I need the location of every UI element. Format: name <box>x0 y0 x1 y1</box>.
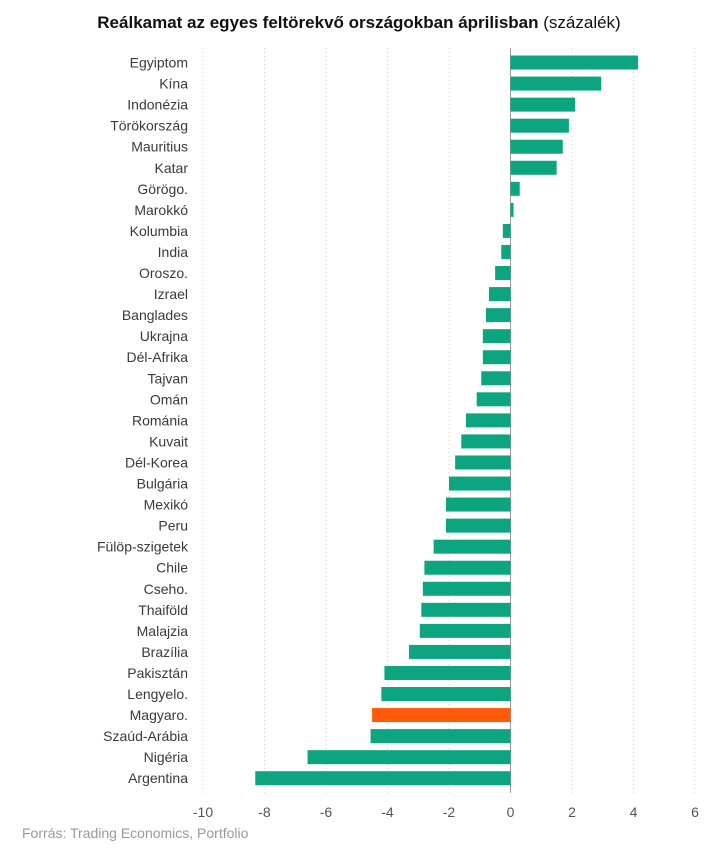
category-label: Szaúd-Arábia <box>103 728 188 744</box>
bar <box>424 560 511 575</box>
bar <box>488 287 511 302</box>
chart-title: Reálkamat az egyes feltörekvő országokba… <box>0 13 718 33</box>
category-label: Tajvan <box>148 370 188 386</box>
source-note: Forrás: Trading Economics, Portfolio <box>22 825 249 841</box>
category-label: Cseho. <box>144 581 188 597</box>
category-label: India <box>158 244 189 260</box>
bar <box>449 476 511 491</box>
bar <box>422 581 511 596</box>
bar <box>510 202 514 217</box>
category-label: Bulgária <box>137 476 189 492</box>
category-label: Brazília <box>141 644 188 660</box>
x-tick-label: 2 <box>568 804 576 820</box>
bar <box>476 392 511 407</box>
x-tick-label: 0 <box>507 804 515 820</box>
category-label: Fülöp-szigetek <box>97 539 189 555</box>
bar <box>461 434 511 449</box>
category-label: Banglades <box>122 307 188 323</box>
category-label: Mauritius <box>131 139 188 155</box>
bar <box>445 497 511 512</box>
bar <box>445 518 511 533</box>
x-tick-label: -6 <box>320 804 333 820</box>
grid-layer <box>202 48 696 793</box>
bar <box>384 665 511 680</box>
category-label: Egyiptom <box>130 55 188 71</box>
x-tick-label: -10 <box>193 804 213 820</box>
category-label: Görögo. <box>137 181 188 197</box>
category-label: Mexikó <box>144 497 189 513</box>
bar-layer <box>255 55 639 786</box>
category-label: Izrael <box>154 286 188 302</box>
category-label: Magyaro. <box>130 707 188 723</box>
category-label: Lengyelo. <box>127 686 188 702</box>
bar <box>485 308 511 323</box>
category-label: Dél-Korea <box>125 454 188 470</box>
bar <box>381 687 511 702</box>
bar <box>495 266 511 281</box>
bar <box>307 750 511 765</box>
bar <box>370 729 511 744</box>
bar <box>255 771 511 786</box>
bar <box>465 413 511 428</box>
category-label: Oroszo. <box>139 265 188 281</box>
x-tick-label: 4 <box>630 804 638 820</box>
category-label: Argentina <box>128 770 188 786</box>
bar <box>510 160 557 175</box>
bar <box>481 371 511 386</box>
x-tick-label: -4 <box>381 804 394 820</box>
category-label: Kolumbia <box>130 223 189 239</box>
category-label: Marokkó <box>134 202 188 218</box>
category-label: Indonézia <box>127 97 188 113</box>
category-label: Peru <box>158 518 188 534</box>
category-label: Pakisztán <box>127 665 188 681</box>
bar-highlight <box>372 708 511 723</box>
category-label: Nigéria <box>144 749 189 765</box>
category-label: Omán <box>150 391 188 407</box>
chart-title-unit: (százalék) <box>543 13 621 32</box>
bar <box>510 181 520 196</box>
bar <box>501 244 511 259</box>
category-label: Kuvait <box>149 433 188 449</box>
x-axis-ticks: -10 -8 -6 -4 -2 0 2 4 6 <box>193 804 699 820</box>
bar <box>510 76 602 91</box>
category-label: Dél-Afrika <box>127 349 189 365</box>
x-tick-label: 6 <box>691 804 699 820</box>
bar <box>433 539 511 554</box>
category-label: Kína <box>159 76 188 92</box>
bar <box>455 455 511 470</box>
bar <box>482 329 511 344</box>
category-label: Törökország <box>110 118 188 134</box>
category-label: Thaiföld <box>138 602 188 618</box>
x-tick-label: -2 <box>443 804 456 820</box>
bar <box>502 223 511 238</box>
bar <box>510 118 569 133</box>
category-label: Katar <box>155 160 189 176</box>
category-label: Románia <box>132 412 188 428</box>
category-label: Malajzia <box>137 623 189 639</box>
category-labels: Egyiptom Kína Indonézia Törökország Mauritiu… <box>97 55 189 787</box>
bar <box>510 97 576 112</box>
category-label: Chile <box>156 560 188 576</box>
bar <box>510 55 639 70</box>
chart-title-main: Reálkamat az egyes feltörekvő országokba… <box>97 13 539 32</box>
bar <box>510 139 563 154</box>
bar <box>421 602 511 617</box>
category-label: Ukrajna <box>140 328 188 344</box>
x-tick-label: -8 <box>258 804 271 820</box>
bar <box>419 623 511 638</box>
bar <box>482 350 511 365</box>
bar <box>409 644 511 659</box>
